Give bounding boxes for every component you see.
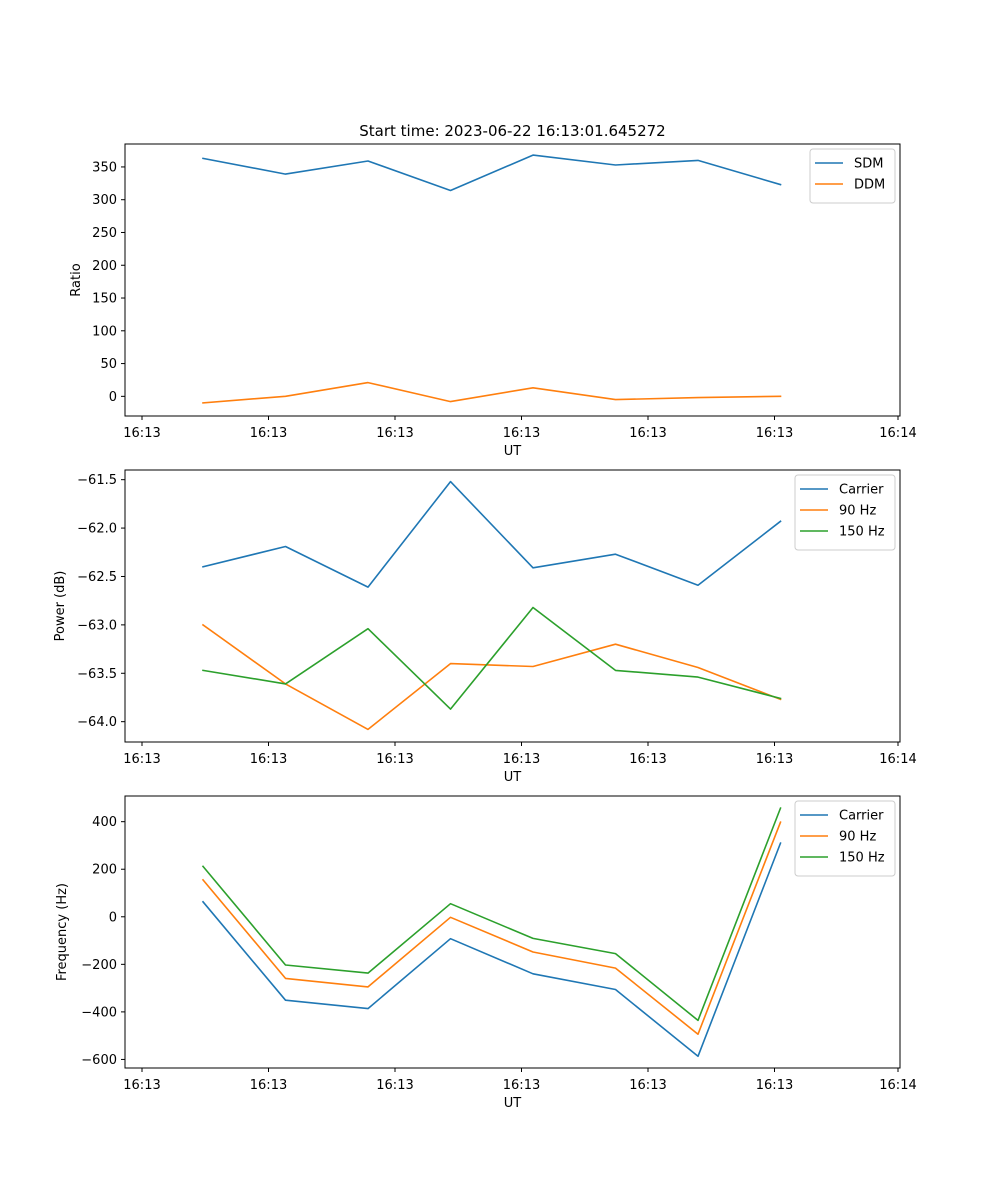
- x-tick-label: 16:13: [756, 752, 793, 767]
- axes-frame: [124, 795, 901, 1069]
- x-tick-label: 16:13: [123, 752, 160, 767]
- legend: SDM DDM: [809, 148, 896, 204]
- x-tick-label: 16:14: [879, 1078, 916, 1093]
- y-tick-label: 100: [92, 324, 117, 339]
- legend: Carrier 90 Hz 150 Hz: [794, 474, 896, 551]
- y-axis-label: Ratio: [69, 263, 84, 296]
- x-tick-label: 16:14: [879, 752, 916, 767]
- y-tick-label: −200: [81, 958, 117, 973]
- x-tick-label: 16:13: [756, 1078, 793, 1093]
- y-tick-label: 400: [92, 815, 117, 830]
- x-tick-label: 16:13: [123, 1078, 160, 1093]
- y-axis-label: Power (dB): [53, 571, 68, 642]
- legend-label: Carrier: [839, 809, 884, 824]
- series-line-90-hz: [201, 623, 782, 731]
- legend-label: SDM: [854, 157, 883, 172]
- series-line-carrier: [201, 842, 782, 1058]
- y-tick-label: 0: [109, 390, 117, 405]
- x-tick-label: 16:13: [503, 1078, 540, 1093]
- x-tick-label: 16:13: [376, 426, 413, 441]
- x-axis-label: UT: [504, 1096, 522, 1111]
- x-tick-label: 16:13: [376, 1078, 413, 1093]
- subplot-3: 16:13 16:13 16:13 16:13 16:13 16:13 16:14 −600 −…: [55, 795, 917, 1111]
- x-axis-label: UT: [504, 770, 522, 785]
- legend-label: 150 Hz: [839, 851, 885, 866]
- x-tick-label: 16:13: [503, 426, 540, 441]
- subplot-2: 16:13 16:13 16:13 16:13 16:13 16:13 16:14 −64.0…: [53, 469, 917, 785]
- x-axis-label: UT: [504, 444, 522, 459]
- legend-label: DDM: [854, 178, 885, 193]
- y-tick-label: −61.5: [77, 473, 117, 488]
- y-tick-label: −63.0: [77, 618, 117, 633]
- y-tick-label: 200: [92, 259, 117, 274]
- x-tick-label: 16:13: [123, 426, 160, 441]
- x-tick-label: 16:13: [250, 426, 287, 441]
- y-tick-label: 0: [109, 910, 117, 925]
- legend-label: Carrier: [839, 483, 884, 498]
- y-tick-label: 300: [92, 193, 117, 208]
- axes-frame: [124, 469, 901, 743]
- y-tick-label: −62.0: [77, 522, 117, 537]
- series-line-150-hz: [201, 807, 782, 1022]
- x-tick-label: 16:13: [629, 1078, 666, 1093]
- legend-label: 150 Hz: [839, 525, 885, 540]
- y-tick-label: 150: [92, 292, 117, 307]
- y-tick-label: −600: [81, 1053, 117, 1068]
- series-line-sdm: [202, 154, 782, 192]
- y-tick-label: 200: [92, 863, 117, 878]
- y-tick-label: −64.0: [77, 715, 117, 730]
- x-tick-label: 16:13: [503, 752, 540, 767]
- legend-label: 90 Hz: [839, 504, 876, 519]
- x-tick-label: 16:13: [250, 1078, 287, 1093]
- y-tick-label: −63.5: [77, 667, 117, 682]
- x-tick-label: 16:14: [879, 426, 916, 441]
- series-line-ddm: [202, 381, 782, 404]
- y-tick-label: 50: [100, 357, 117, 372]
- x-tick-label: 16:13: [629, 752, 666, 767]
- x-tick-label: 16:13: [756, 426, 793, 441]
- series-line-90-hz: [201, 821, 782, 1035]
- y-axis-label: Frequency (Hz): [55, 883, 70, 981]
- x-tick-label: 16:13: [629, 426, 666, 441]
- series-line-carrier: [202, 480, 782, 588]
- axes-frame: [124, 143, 901, 417]
- legend-label: 90 Hz: [839, 830, 876, 845]
- series-line-150-hz: [202, 606, 782, 710]
- y-tick-label: 350: [92, 160, 117, 175]
- subplot-1: 16:13 16:13 16:13 16:13 16:13 16:13 16:14 0 50 10…: [69, 143, 917, 459]
- x-tick-label: 16:13: [250, 752, 287, 767]
- figure-title: Start time: 2023-06-22 16:13:01.645272: [359, 122, 665, 140]
- y-tick-label: −400: [81, 1005, 117, 1020]
- y-tick-label: 250: [92, 226, 117, 241]
- y-tick-label: −62.5: [77, 570, 117, 585]
- legend: Carrier 90 Hz 150 Hz: [794, 800, 896, 877]
- x-tick-label: 16:13: [376, 752, 413, 767]
